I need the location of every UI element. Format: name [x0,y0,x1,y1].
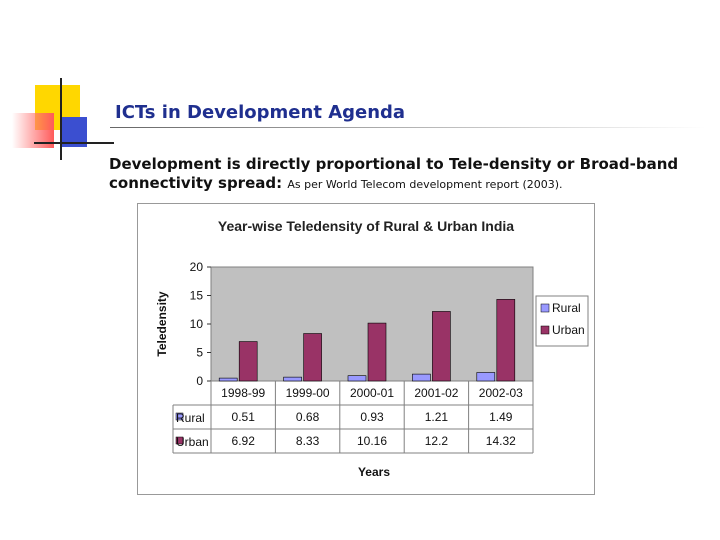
table-legend-key-urban [175,436,184,445]
bar-rural [218,377,238,382]
y-tick-label: 0 [196,374,203,388]
x-category-label: 2001-02 [414,386,458,400]
body-note-text: As per World Telecom development report … [287,178,563,191]
legend-swatch-urban [540,325,550,335]
chart-svg: Year-wise Teledensity of Rural & Urban I… [155,218,589,479]
data-label-rural: 1.49 [489,410,513,424]
bar-rural [412,373,431,382]
data-label-rural: 0.68 [296,410,320,424]
legend-label-urban: Urban [552,323,585,337]
data-label-urban: 8.33 [296,434,320,448]
slide-title: ICTs in Development Agenda [115,102,406,123]
x-category-label: 1999-00 [286,386,330,400]
x-category-label: 2000-01 [350,386,394,400]
data-label-urban: 6.92 [232,434,256,448]
x-category-label: 1998-99 [221,386,265,400]
bar-rural [476,372,496,382]
slide-body-text: Development is directly proportional to … [109,155,689,194]
data-label-urban: 10.16 [357,434,387,448]
bar-urban [303,333,322,382]
data-label-rural: 0.51 [232,410,256,424]
title-underline [110,127,706,128]
y-axis-label: Teledensity [155,291,169,356]
legend-label-rural: Rural [552,301,581,315]
table-row-label: Urban [176,435,209,449]
legend-swatch-rural [540,303,550,313]
chart-title: Year-wise Teledensity of Rural & Urban I… [218,218,514,234]
decor-vertical-line [60,78,62,160]
bar-urban [432,311,451,382]
y-tick-label: 10 [190,317,204,331]
bar-urban [367,322,387,382]
x-axis-label: Years [358,465,390,479]
decor-horizontal-line [34,142,114,144]
chart-container: Year-wise Teledensity of Rural & Urban I… [137,203,595,495]
table-row-label: Rural [176,411,205,425]
bar-rural [347,375,367,382]
y-tick-label: 20 [190,260,204,274]
y-tick-label: 15 [190,289,204,303]
y-tick-label: 5 [196,346,203,360]
data-label-rural: 0.93 [360,410,384,424]
data-label-urban: 12.2 [425,434,449,448]
x-category-label: 2002-03 [479,386,523,400]
body-main-text: Development is directly proportional to … [109,155,679,192]
bar-urban [238,341,258,382]
bar-rural [283,376,302,382]
data-label-urban: 14.32 [486,434,516,448]
table-legend-key-rural [175,412,184,421]
data-label-rural: 1.21 [425,410,449,424]
bar-urban [496,299,516,382]
